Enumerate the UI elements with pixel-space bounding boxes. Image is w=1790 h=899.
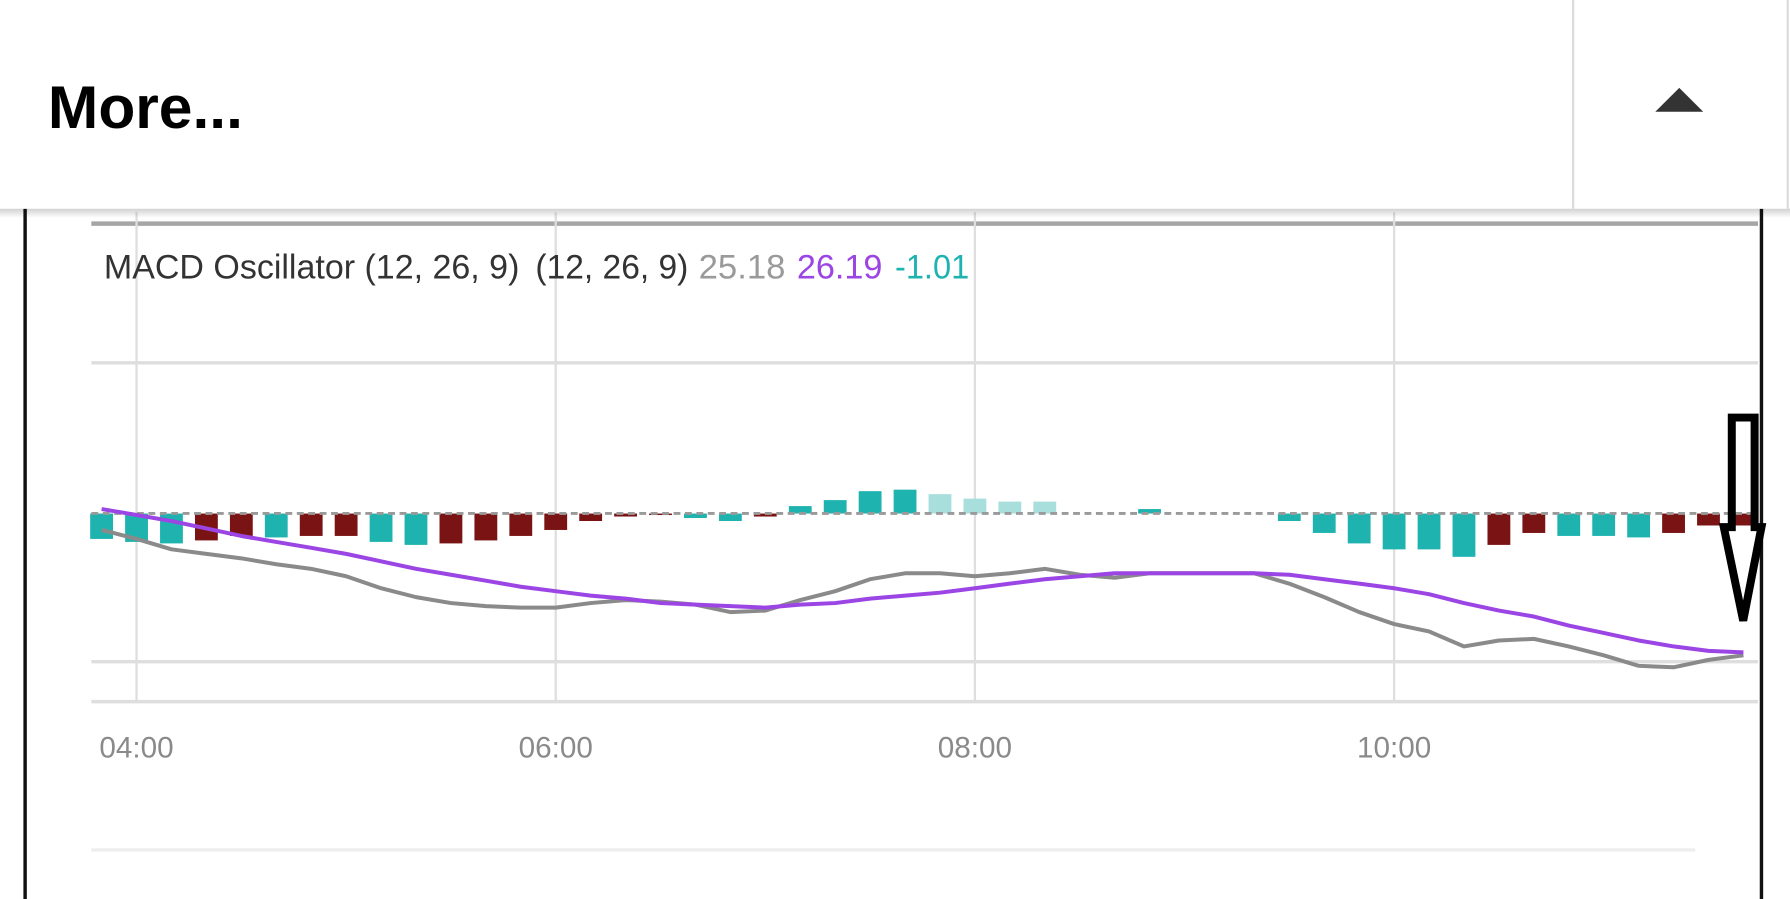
- histogram-bar: [1732, 513, 1755, 526]
- x-tick-label: 10:00: [1357, 732, 1431, 765]
- readout: 25.18: [699, 248, 786, 286]
- histogram-bar: [1312, 513, 1336, 533]
- histogram-bar: [544, 513, 568, 530]
- histogram-bar: [404, 513, 428, 545]
- histogram-bar: [369, 513, 393, 542]
- indicator-params: (12, 26, 9): [535, 248, 688, 286]
- histogram-bar: [928, 494, 952, 514]
- histogram-bar: [299, 513, 323, 536]
- histogram-bar: [1662, 513, 1685, 533]
- histogram-bar: [649, 513, 672, 516]
- histogram-bar: [823, 500, 847, 514]
- histogram-bar: [684, 513, 707, 519]
- histogram-bar: [579, 513, 603, 522]
- histogram-bar: [614, 513, 638, 517]
- histogram-bar: [1138, 509, 1161, 514]
- header: [0, 0, 1790, 209]
- histogram-bar: [788, 506, 812, 514]
- histogram-bar: [1277, 513, 1301, 522]
- indicator-title: MACD Oscillator (12, 26, 9): [104, 248, 520, 286]
- header-shadow: [0, 208, 1790, 218]
- macd-line: [101, 507, 1744, 655]
- histogram-bar: [1382, 513, 1406, 550]
- histogram-bar: [1452, 513, 1476, 557]
- x-tick-label: 08:00: [938, 732, 1012, 765]
- histogram-bar: [474, 513, 498, 541]
- histogram-bar: [229, 513, 253, 536]
- collapse-button[interactable]: [1655, 87, 1704, 112]
- histogram-bar: [90, 513, 114, 539]
- macd-line: [101, 527, 1744, 670]
- histogram-bar: [264, 513, 288, 538]
- histogram-bar: [893, 489, 917, 514]
- histogram-bar: [334, 513, 358, 536]
- readout: 26.19: [797, 248, 883, 286]
- histogram-bar: [1347, 513, 1371, 544]
- x-tick-label: 04:00: [99, 732, 173, 765]
- histogram-bar: [753, 513, 777, 517]
- histogram-bar: [509, 513, 533, 536]
- histogram-bar: [718, 513, 742, 522]
- x-tick-label: 06:00: [519, 732, 593, 765]
- histogram-bar: [1033, 501, 1057, 514]
- histogram-bar: [1417, 513, 1441, 550]
- lines: [101, 507, 1744, 670]
- histogram-bar: [1522, 513, 1546, 533]
- readout: -1.01: [895, 248, 969, 286]
- histogram-bar: [963, 498, 987, 514]
- histogram-bar: [858, 491, 882, 514]
- arrow-icon: [1718, 413, 1767, 622]
- histogram-bar: [1627, 513, 1651, 538]
- histogram-bar: [125, 513, 148, 542]
- histogram-bar: [998, 501, 1022, 514]
- header-title: More...: [48, 73, 243, 141]
- histogram-bar: [1697, 513, 1720, 526]
- histogram-bar: [439, 513, 463, 544]
- histogram-bar: [1592, 513, 1616, 536]
- histogram-bar: [1487, 513, 1511, 545]
- histogram-bar: [1557, 513, 1581, 536]
